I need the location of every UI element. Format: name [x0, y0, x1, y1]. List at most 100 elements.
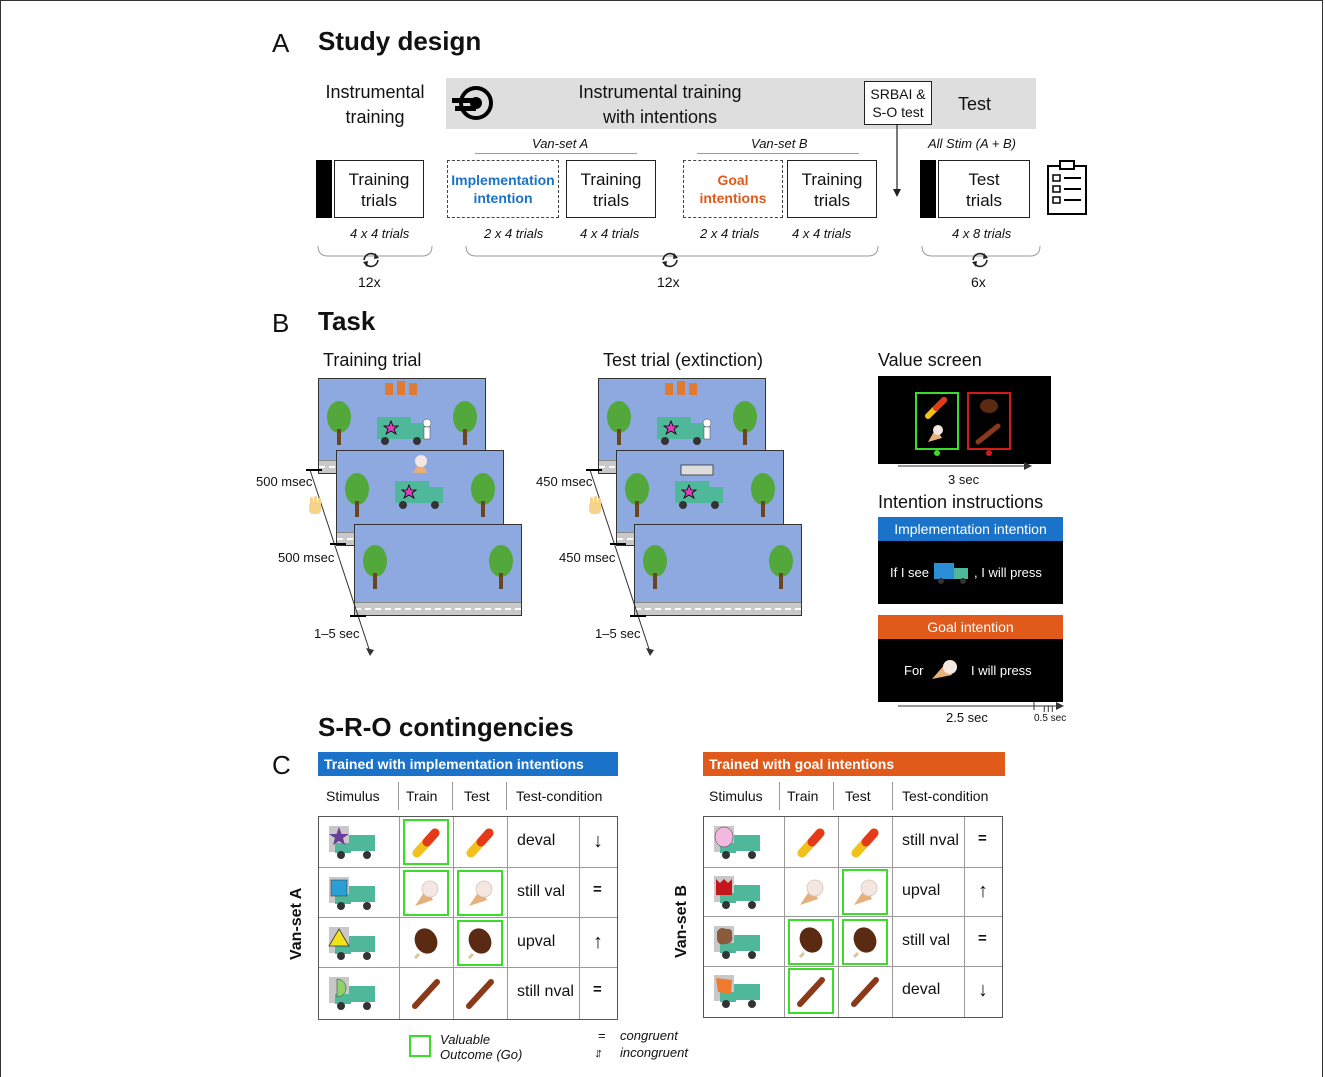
phase2-title: Instrumental training with intentions — [578, 82, 742, 127]
test-condition-label: upval — [517, 933, 556, 950]
circle-van-stimulus-icon — [712, 823, 762, 866]
srbai-arrow — [893, 125, 901, 197]
panel-c-letter: C — [272, 750, 291, 780]
goal-text-post: I will press — [971, 663, 1032, 678]
header-test-condition: Test-condition — [516, 788, 603, 804]
iti-duration: 0.5 sec — [1034, 713, 1067, 724]
test-condition-label: still nval — [902, 831, 959, 849]
questionnaire-clipboard-icon — [1047, 160, 1087, 215]
goal-intention-screen: For I will press — [878, 639, 1063, 702]
right-row-1: still nval = — [704, 817, 1002, 867]
train-cone-outcome-icon — [788, 869, 834, 915]
train-bar-outcome-icon — [403, 920, 449, 966]
test-condition-label: still nval — [517, 983, 574, 1000]
impl-intention-screen: If I see , I will press — [878, 541, 1063, 604]
trials-label-6: 4 x 8 trials — [952, 226, 1012, 241]
congruency-arrow: ↓ — [978, 979, 988, 1002]
test-popsicle-outcome-icon — [842, 819, 888, 865]
test-bar-outcome-icon — [457, 920, 503, 966]
goal-intention-header: Goal intention — [878, 615, 1063, 639]
header-divider-3 — [506, 782, 507, 810]
legend-valuable-swatch — [409, 1035, 431, 1057]
header-divider-r3 — [892, 782, 893, 810]
trials-label-5: 4 x 4 trials — [792, 226, 852, 241]
van-set-b-rule — [697, 153, 859, 154]
test-condition-label: deval — [517, 832, 556, 849]
star-van-stimulus-icon — [327, 823, 377, 866]
panel-b-letter: B — [272, 308, 290, 338]
header-divider-1 — [398, 782, 399, 810]
mri-scanner-icon — [452, 86, 493, 120]
impl-text-pre: If I see — [890, 565, 930, 580]
right-col-divider-3 — [892, 817, 893, 1017]
left-sro-table: deval ↓ still val = upval ↑ still nval = — [318, 816, 618, 1020]
train-bar-outcome-icon — [788, 918, 834, 965]
left-row-4: still nval = — [319, 967, 617, 1018]
crown-van-stimulus-icon — [712, 873, 762, 916]
test-bar-outcome-icon — [842, 918, 888, 965]
left-col-divider-3 — [507, 817, 508, 1019]
test-stick-outcome-icon — [457, 970, 503, 1016]
right-col-divider-1 — [784, 817, 785, 1017]
goal-intentions-box: Goal intentions — [683, 160, 783, 218]
panel-a-letter: A — [272, 28, 290, 58]
left-col-divider-1 — [399, 817, 400, 1019]
train-popsicle-outcome-icon — [403, 819, 449, 865]
halfmoon-van-stimulus-icon — [327, 974, 377, 1017]
trials-label-4: 2 x 4 trials — [700, 226, 760, 241]
panel-b-title: Task — [318, 306, 376, 336]
repeat-12x-2: 12x — [657, 274, 680, 290]
panel-a-title: Study design — [318, 26, 482, 56]
train-stick-outcome-icon — [403, 970, 449, 1016]
right-side-label: Van-set B — [673, 885, 690, 958]
hand-press-icon-1 — [309, 496, 321, 514]
test-stick-outcome-icon — [842, 968, 888, 1014]
header-test: Test — [464, 788, 490, 804]
right-col-divider-4 — [964, 817, 965, 1017]
test-scene-3 — [634, 524, 802, 616]
left-col-divider-2 — [453, 817, 454, 1019]
hand-press-icon-2 — [589, 496, 601, 514]
train-stick-outcome-icon — [788, 968, 834, 1015]
test-condition-label: still val — [517, 883, 566, 900]
left-col-divider-4 — [579, 817, 580, 1019]
phase2-band — [446, 78, 1036, 129]
test-phase-title: Test — [958, 94, 992, 114]
intention-duration: 2.5 sec — [946, 710, 988, 725]
congruency-arrow: = — [978, 929, 987, 947]
loop-icon-1 — [363, 252, 379, 268]
trials-label-2: 2 x 4 trials — [484, 226, 544, 241]
repeat-6x: 6x — [971, 274, 986, 290]
legend-congruent: congruent — [620, 1028, 678, 1043]
legend-valuable-text: Valuable Outcome (Go) — [440, 1032, 523, 1062]
van-set-a-rule — [475, 153, 637, 154]
right-row-3: still val = — [704, 916, 1002, 967]
left-row-3: upval ↑ — [319, 917, 617, 968]
header-divider-r2 — [833, 782, 834, 810]
loop-icon-2 — [662, 252, 678, 268]
training-scene-3 — [354, 524, 522, 616]
fixation-bar-2 — [920, 160, 936, 218]
right-row-4: deval ↓ — [704, 965, 1002, 1017]
training-time-1: 500 msec — [256, 474, 313, 489]
repeat-12x-1: 12x — [358, 274, 381, 290]
header-test-r: Test — [845, 788, 871, 804]
impl-intention-header: Implementation intention — [878, 517, 1063, 541]
test-condition-label: deval — [902, 981, 941, 999]
header-train-r: Train — [787, 788, 819, 804]
intention-timeline-arrow — [898, 702, 1064, 710]
van-set-b-label: Van-set B — [751, 136, 808, 151]
implementation-intention-box: Implementation intention — [447, 160, 559, 218]
training-time-3: 1–5 sec — [314, 626, 360, 641]
header-test-condition-r: Test-condition — [902, 788, 989, 804]
congruency-arrow: ↓ — [593, 830, 603, 852]
test-trial-title: Test trial (extinction) — [603, 350, 764, 370]
training-trial-title: Training trial — [323, 350, 422, 370]
train-cone-outcome-icon — [403, 870, 449, 916]
congruency-arrow: = — [978, 829, 987, 847]
value-screen-arrow — [898, 462, 1032, 470]
training-trials-box-2: Training trials — [566, 160, 656, 218]
test-time-2: 450 msec — [559, 550, 616, 565]
square-van-stimulus-icon — [327, 874, 377, 917]
legend-arrows-symbol: ↓↑ — [594, 1045, 603, 1060]
